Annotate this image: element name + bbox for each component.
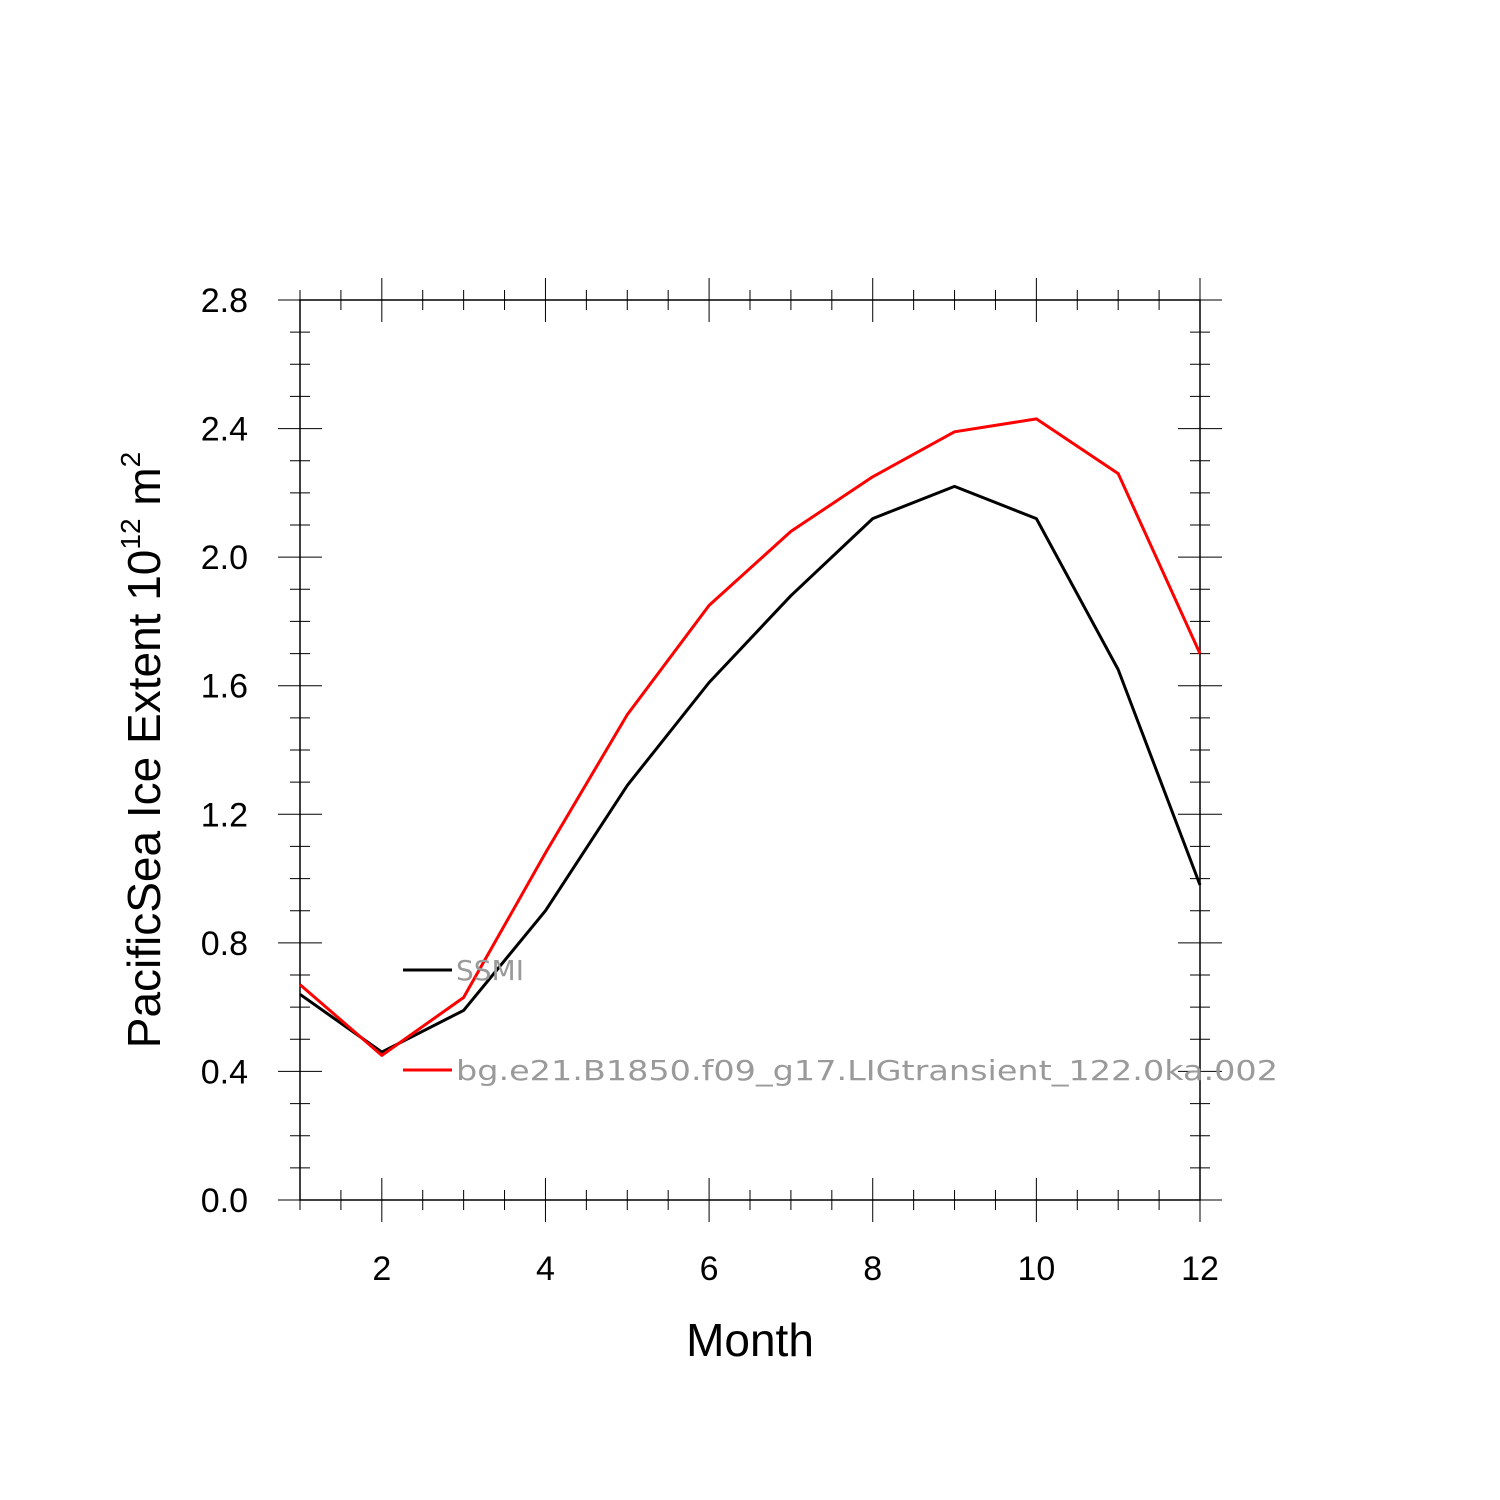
y-axis-title-exponent: 12 (115, 518, 146, 549)
x-axis-title: Month (686, 1314, 814, 1366)
y-tick-label: 0.8 (201, 925, 248, 963)
legend-label-ligtransient: bg.e21.B1850.f09_g17.LIGtransient_122.0k… (456, 1054, 1278, 1087)
axis-ticks (278, 278, 1222, 1222)
legend-label-ssmi: SSMI (456, 954, 524, 987)
x-tick-label: 4 (536, 1250, 555, 1288)
y-axis-title-unit-exponent: 2 (115, 452, 146, 468)
series-line-ligtransient (299, 417, 1202, 1057)
y-axis-title-unit: m (118, 467, 170, 518)
x-tick-label: 8 (863, 1250, 882, 1288)
series-line-ssmi (299, 484, 1202, 1054)
y-tick-label: 1.6 (201, 668, 248, 706)
axis-tick-labels: 2 4 6 8 10 12 0.0 0.4 0.8 1.2 1.6 2.0 2.4 2.8 (201, 282, 1219, 1288)
series-lines (299, 417, 1202, 1057)
x-tick-label: 12 (1181, 1250, 1219, 1288)
y-tick-label: 2.8 (201, 282, 248, 320)
x-tick-label: 10 (1017, 1250, 1055, 1288)
y-tick-label: 2.4 (201, 411, 248, 449)
y-tick-label: 2.0 (201, 539, 248, 577)
y-axis-title: PacificSea Ice Extent 1012 m2 (115, 452, 170, 1048)
y-tick-label: 0.0 (201, 1182, 248, 1220)
y-tick-label: 1.2 (201, 796, 248, 834)
legend: SSMI bg.e21.B1850.f09_g17.LIGtransient_1… (403, 954, 1278, 1087)
y-axis-title-main: PacificSea Ice Extent 10 (118, 550, 170, 1049)
x-tick-label: 2 (372, 1250, 391, 1288)
x-tick-label: 6 (700, 1250, 719, 1288)
y-tick-label: 0.4 (201, 1053, 248, 1091)
